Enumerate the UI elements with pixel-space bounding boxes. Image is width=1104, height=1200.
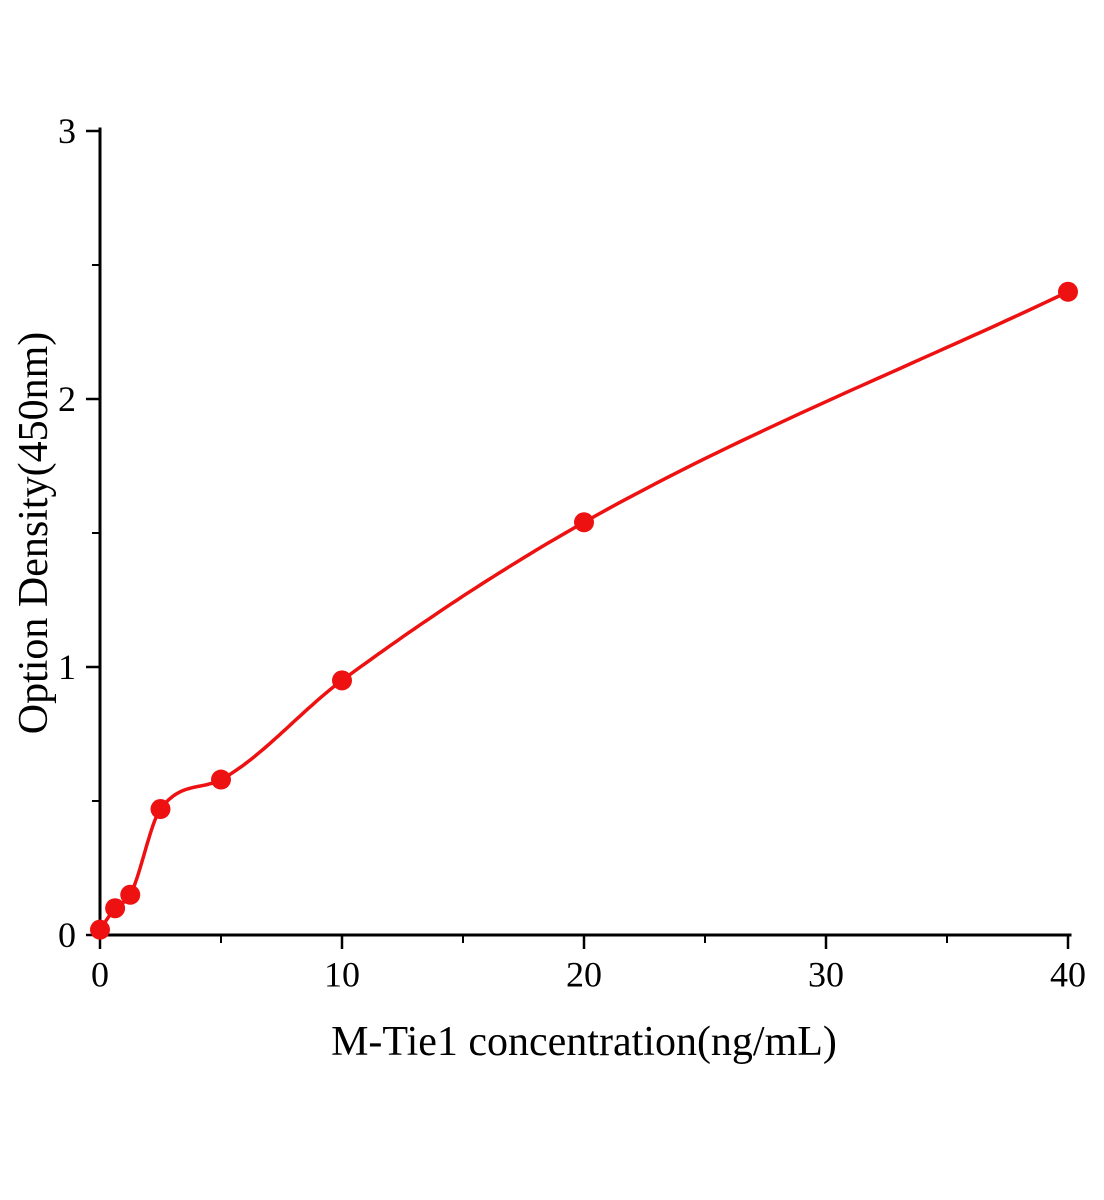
x-tick-label: 0 — [91, 955, 109, 995]
y-tick-label: 2 — [58, 379, 76, 419]
x-tick-label: 40 — [1050, 955, 1086, 995]
data-point — [120, 884, 141, 905]
y-tick-label: 0 — [58, 915, 76, 955]
data-point — [150, 799, 171, 820]
y-tick-label: 3 — [58, 111, 76, 151]
data-point — [574, 512, 594, 533]
y-axis-label: Option Density(450nm) — [11, 331, 57, 735]
data-point — [105, 898, 126, 919]
y-tick-label: 1 — [58, 647, 76, 687]
x-tick-label: 20 — [566, 955, 602, 995]
data-point — [211, 769, 231, 790]
data-point — [1058, 281, 1078, 302]
x-axis-label: M-Tie1 concentration(ng/mL) — [331, 1019, 837, 1065]
x-tick-label: 10 — [324, 955, 360, 995]
data-point — [90, 919, 110, 940]
data-point — [332, 670, 352, 691]
fit-curve — [98, 290, 1070, 932]
x-tick-label: 30 — [808, 955, 844, 995]
